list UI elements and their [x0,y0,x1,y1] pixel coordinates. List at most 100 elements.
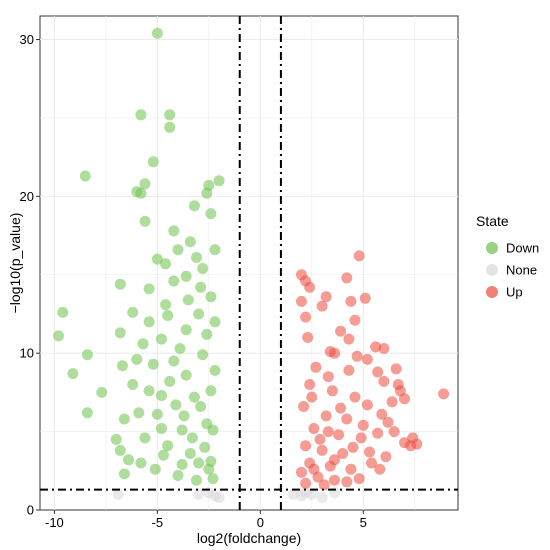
point-down [172,244,184,256]
point-down [139,432,151,444]
point-down [160,258,172,270]
y-tick-label: 0 [27,503,34,518]
point-none [316,492,328,503]
point-down [195,281,207,293]
point-up [366,457,377,469]
y-tick-label: 10 [20,346,34,361]
point-down [180,270,192,282]
point-down [168,355,180,367]
point-down [114,327,126,339]
point-down [135,109,147,121]
point-down [156,333,167,345]
point-up [329,454,340,466]
point-down [201,328,213,340]
point-up [372,427,384,439]
point-up [314,433,326,445]
legend: State Down None Up [476,213,539,300]
point-down [191,474,202,486]
point-up [386,396,398,408]
point-up [378,375,390,387]
point-down [147,156,159,168]
point-up [329,474,340,486]
point-up [345,463,357,475]
point-up [308,423,320,434]
point-up [390,363,402,375]
point-down [172,470,184,481]
point-down [184,448,196,459]
data-points [53,27,450,503]
point-down [180,369,192,381]
point-up [322,426,334,438]
point-up [300,311,312,323]
legend-key-up [486,286,498,298]
point-down [110,433,122,445]
point-down [137,338,149,350]
point-down [188,391,200,403]
point-down [199,441,211,453]
point-down [207,473,219,485]
point-up [345,295,357,307]
point-down [193,308,205,320]
point-down [209,244,221,256]
point-down [131,353,143,365]
point-up [310,361,322,373]
point-up [335,325,347,337]
y-axis-title: −log10(p_value) [7,213,23,314]
point-down [139,178,151,190]
point-up [374,463,386,475]
point-down [156,390,167,401]
point-up [405,440,417,452]
point-down [203,463,215,475]
point-down [143,385,155,397]
point-down [139,215,151,227]
point-up [361,399,373,411]
point-up [353,473,365,485]
legend-label-down: Down [506,241,539,256]
point-down [164,109,176,121]
point-up [320,291,332,303]
point-up [302,332,314,343]
x-tick-label: 0 [257,515,264,530]
point-up [298,401,310,412]
point-down [135,187,147,199]
point-up [341,413,353,425]
point-down [168,225,180,237]
point-up [329,347,340,359]
point-down [193,457,205,469]
point-up [343,333,355,345]
point-down [127,306,139,318]
point-down [176,424,188,436]
point-down [168,275,180,287]
point-down [143,283,155,295]
point-up [438,388,450,400]
point-up [347,441,359,453]
x-tick-label: -5 [152,515,164,530]
point-up [353,250,365,262]
point-up [316,444,328,456]
point-up [341,476,353,488]
point-up [378,343,390,354]
point-down [127,379,139,390]
point-down [151,408,163,420]
point-up [318,479,330,491]
point-down [197,263,209,274]
threshold-lines [40,16,458,510]
point-none [193,488,205,500]
point-down [205,385,217,397]
point-up [351,350,363,362]
point-up [300,477,312,489]
point-down [135,457,147,469]
x-tick-label: -10 [45,515,64,530]
point-down [147,358,159,370]
point-down [164,375,176,387]
point-down [188,200,200,212]
point-down [176,459,188,470]
point-up [320,410,332,422]
point-down [186,432,198,444]
point-none [287,488,299,500]
point-down [143,316,155,328]
point-up [335,402,347,414]
point-down [180,324,192,336]
point-down [195,401,207,412]
y-tick-label: 20 [20,189,34,204]
